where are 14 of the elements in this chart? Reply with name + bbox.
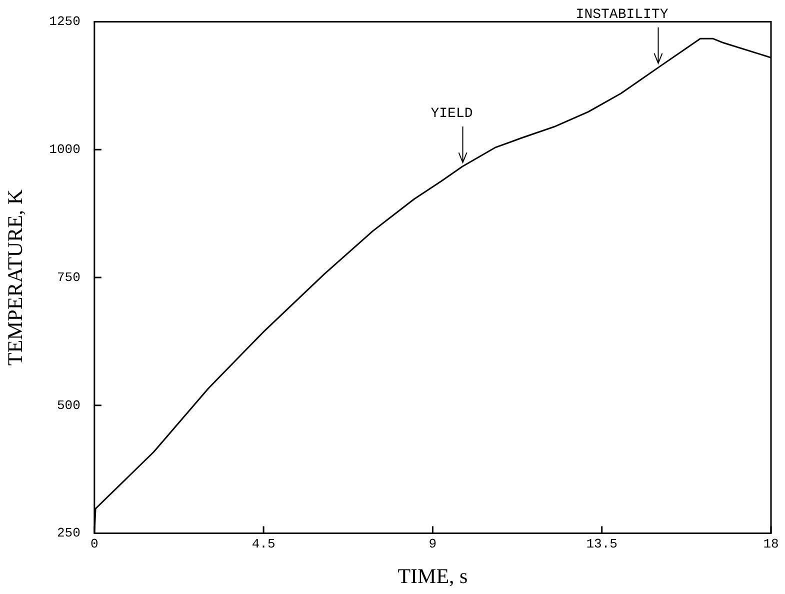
x-tick-label: 9 xyxy=(428,536,437,552)
x-tick-label: 4.5 xyxy=(252,536,276,552)
y-axis-title: TEMPERATURE, K xyxy=(3,189,28,366)
x-tick-label: 13.5 xyxy=(586,536,618,552)
annotation: INSTABILITY xyxy=(576,7,669,24)
annotation: YIELD xyxy=(430,106,473,122)
x-tick-label: 0 xyxy=(90,536,98,552)
y-tick-label: 500 xyxy=(57,398,80,413)
x-tick-label: 18 xyxy=(763,536,779,552)
y-tick-label: 1250 xyxy=(49,14,80,30)
y-tick-label: 250 xyxy=(57,526,80,541)
y-tick-label: 1000 xyxy=(49,142,80,158)
y-tick-label: 750 xyxy=(57,270,80,285)
x-axis-title: TIME, s xyxy=(398,564,468,588)
